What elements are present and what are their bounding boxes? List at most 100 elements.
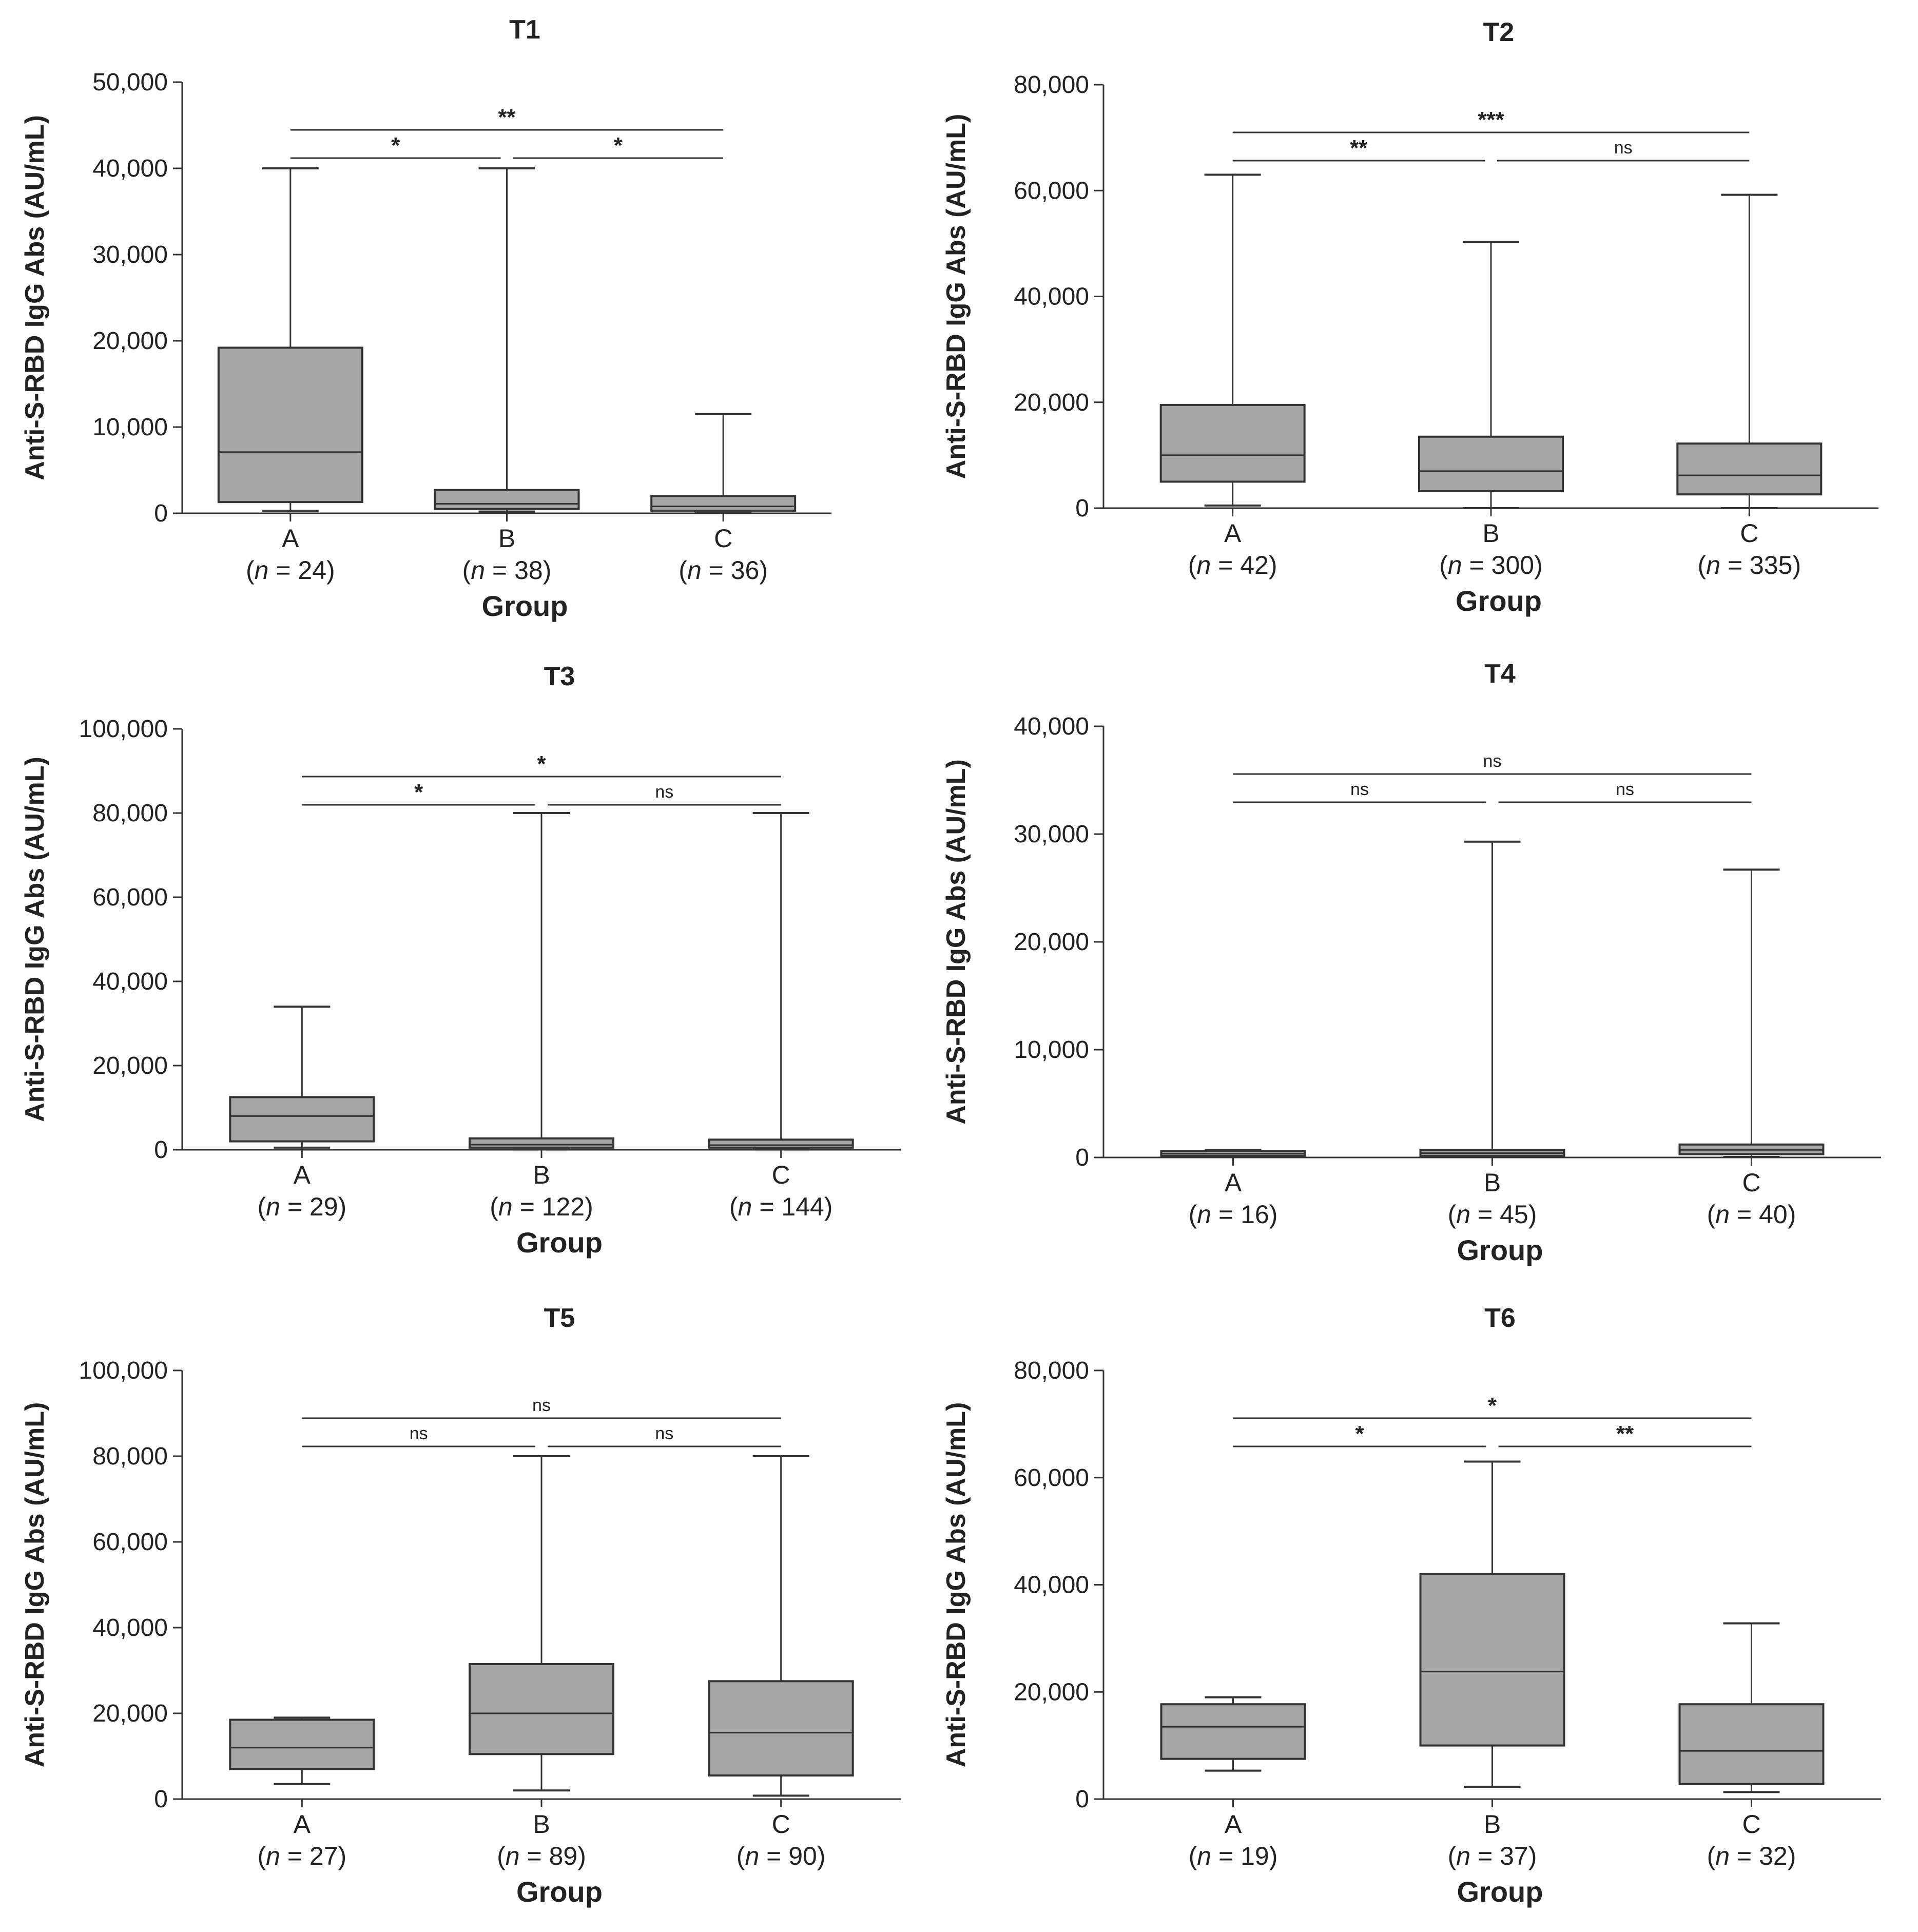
category-label: A bbox=[1224, 519, 1242, 548]
panel-title: T2 bbox=[1483, 17, 1515, 47]
y-tick-label: 80,000 bbox=[1014, 71, 1089, 99]
n-label: (n = 122) bbox=[490, 1192, 593, 1221]
n-value: 24 bbox=[298, 556, 326, 585]
n-value: 19 bbox=[1241, 1842, 1269, 1870]
n-value: 122 bbox=[542, 1192, 585, 1221]
y-tick-label: 20,000 bbox=[92, 1052, 168, 1079]
box-iqr bbox=[1419, 1573, 1565, 1747]
n-value: 335 bbox=[1750, 551, 1792, 579]
significance-a-c: ns bbox=[1233, 751, 1752, 775]
y-tick-label: 100,000 bbox=[79, 716, 168, 743]
n-value: 29 bbox=[309, 1192, 338, 1221]
n-label: (n = 45) bbox=[1448, 1200, 1537, 1229]
significance-a-c: * bbox=[1233, 1393, 1752, 1419]
y-tick-label: 20,000 bbox=[92, 327, 168, 355]
box-iqr bbox=[708, 1680, 854, 1777]
n-label: (n = 42) bbox=[1188, 551, 1277, 579]
n-label: (n = 300) bbox=[1439, 551, 1543, 579]
significance-label: * bbox=[414, 780, 423, 805]
x-axis-label: Group bbox=[516, 1226, 603, 1259]
n-value: 42 bbox=[1240, 551, 1269, 579]
box-iqr bbox=[469, 1663, 614, 1755]
panel-t1: T1 0 10,000 20,000 30,000 40,000 50,000 Anti-S-… bbox=[20, 15, 831, 622]
box-iqr bbox=[217, 346, 363, 504]
box-group-c: C (n = 335) bbox=[1676, 194, 1823, 579]
y-tick-label: 30,000 bbox=[92, 241, 168, 268]
y-tick-label: 80,000 bbox=[92, 800, 168, 827]
panel-t2: T2 0 20,000 40,000 60,000 80,000 Anti-S-RBD Ig… bbox=[941, 17, 1878, 617]
y-tick-label: 50,000 bbox=[92, 69, 168, 96]
significance-b-c: ns bbox=[1498, 780, 1752, 803]
significance-a-c: *** bbox=[1232, 107, 1750, 133]
y-tick-label: 60,000 bbox=[1014, 177, 1089, 204]
y-tick-label: 0 bbox=[1075, 1786, 1089, 1813]
significance-label: ns bbox=[410, 1424, 428, 1443]
box-group-a: A (n = 42) bbox=[1159, 173, 1306, 579]
n-label: (n = 29) bbox=[257, 1192, 346, 1221]
n-label: (n = 27) bbox=[257, 1842, 346, 1870]
y-tick-label: 60,000 bbox=[92, 884, 168, 911]
box-group-c: C (n = 40) bbox=[1678, 868, 1825, 1229]
box-iqr bbox=[229, 1718, 375, 1770]
y-tick-label: 80,000 bbox=[92, 1443, 168, 1470]
category-label: B bbox=[1482, 519, 1499, 548]
y-tick-label: 0 bbox=[1075, 495, 1089, 522]
significance-a-b: * bbox=[1233, 1421, 1486, 1447]
y-axis-label: Anti-S-RBD IgG Abs (AU/mL) bbox=[941, 1402, 971, 1768]
significance-a-b: ns bbox=[302, 1424, 535, 1447]
box-group-b: B (n = 45) bbox=[1419, 840, 1565, 1229]
y-tick-label: 40,000 bbox=[1014, 283, 1089, 311]
category-label: C bbox=[1742, 1810, 1760, 1839]
significance-label: *** bbox=[1478, 107, 1504, 132]
box-iqr bbox=[1678, 1703, 1825, 1785]
n-value: 16 bbox=[1241, 1200, 1269, 1229]
y-tick-label: 0 bbox=[154, 500, 168, 527]
box-group-c: C (n = 32) bbox=[1678, 1622, 1825, 1870]
box-group-a: A (n = 19) bbox=[1160, 1696, 1306, 1870]
significance-label: * bbox=[614, 133, 623, 158]
significance-a-b: * bbox=[302, 780, 535, 806]
significance-a-c: ** bbox=[290, 105, 724, 131]
box-group-a: A (n = 27) bbox=[229, 1716, 375, 1870]
x-axis-label: Group bbox=[1456, 585, 1542, 617]
category-label: A bbox=[282, 524, 299, 553]
category-label: C bbox=[772, 1161, 790, 1189]
box-group-b: B (n = 300) bbox=[1418, 241, 1564, 579]
box-group-c: C (n = 36) bbox=[650, 413, 797, 585]
n-label: (n = 89) bbox=[497, 1842, 586, 1870]
n-value: 45 bbox=[1500, 1200, 1528, 1229]
significance-label: ns bbox=[1350, 780, 1369, 799]
panel-title: T3 bbox=[544, 662, 575, 691]
category-label: B bbox=[1484, 1168, 1501, 1197]
panel-title: T4 bbox=[1484, 659, 1516, 689]
significance-label: ns bbox=[1483, 751, 1502, 771]
significance-b-c: ns bbox=[1497, 138, 1750, 162]
n-value: 144 bbox=[781, 1192, 824, 1221]
significance-label: ** bbox=[498, 105, 516, 130]
significance-label: ** bbox=[1616, 1421, 1634, 1446]
category-label: A bbox=[294, 1161, 311, 1189]
category-label: B bbox=[1484, 1810, 1501, 1839]
box-group-a: A (n = 29) bbox=[229, 1006, 375, 1221]
panel-title: T1 bbox=[509, 15, 540, 45]
significance-label: ns bbox=[1616, 780, 1634, 799]
panel-t4: T4 0 10,000 20,000 30,000 40,000 Anti-S-RBD Ig… bbox=[941, 659, 1881, 1266]
box-iqr bbox=[469, 1137, 614, 1149]
n-label: (n = 144) bbox=[729, 1192, 833, 1221]
n-value: 38 bbox=[514, 556, 543, 585]
box-iqr bbox=[229, 1096, 375, 1143]
significance-a-b: * bbox=[290, 133, 501, 159]
box-group-b: B (n = 38) bbox=[434, 167, 580, 585]
n-label: (n = 19) bbox=[1189, 1842, 1278, 1870]
y-axis-label: Anti-S-RBD IgG Abs (AU/mL) bbox=[20, 115, 50, 480]
box-group-a: A (n = 16) bbox=[1160, 1149, 1306, 1229]
significance-label: ns bbox=[1614, 138, 1633, 158]
box-iqr bbox=[1160, 1703, 1306, 1760]
panel-t6: T6 0 20,000 40,000 60,000 80,000 Anti-S-RBD Ig… bbox=[941, 1303, 1881, 1908]
significance-a-b: ns bbox=[1233, 780, 1486, 803]
box-iqr bbox=[650, 495, 797, 512]
box-group-b: B (n = 37) bbox=[1419, 1460, 1565, 1870]
box-group-c: C (n = 144) bbox=[708, 812, 854, 1221]
box-iqr bbox=[1159, 403, 1306, 483]
